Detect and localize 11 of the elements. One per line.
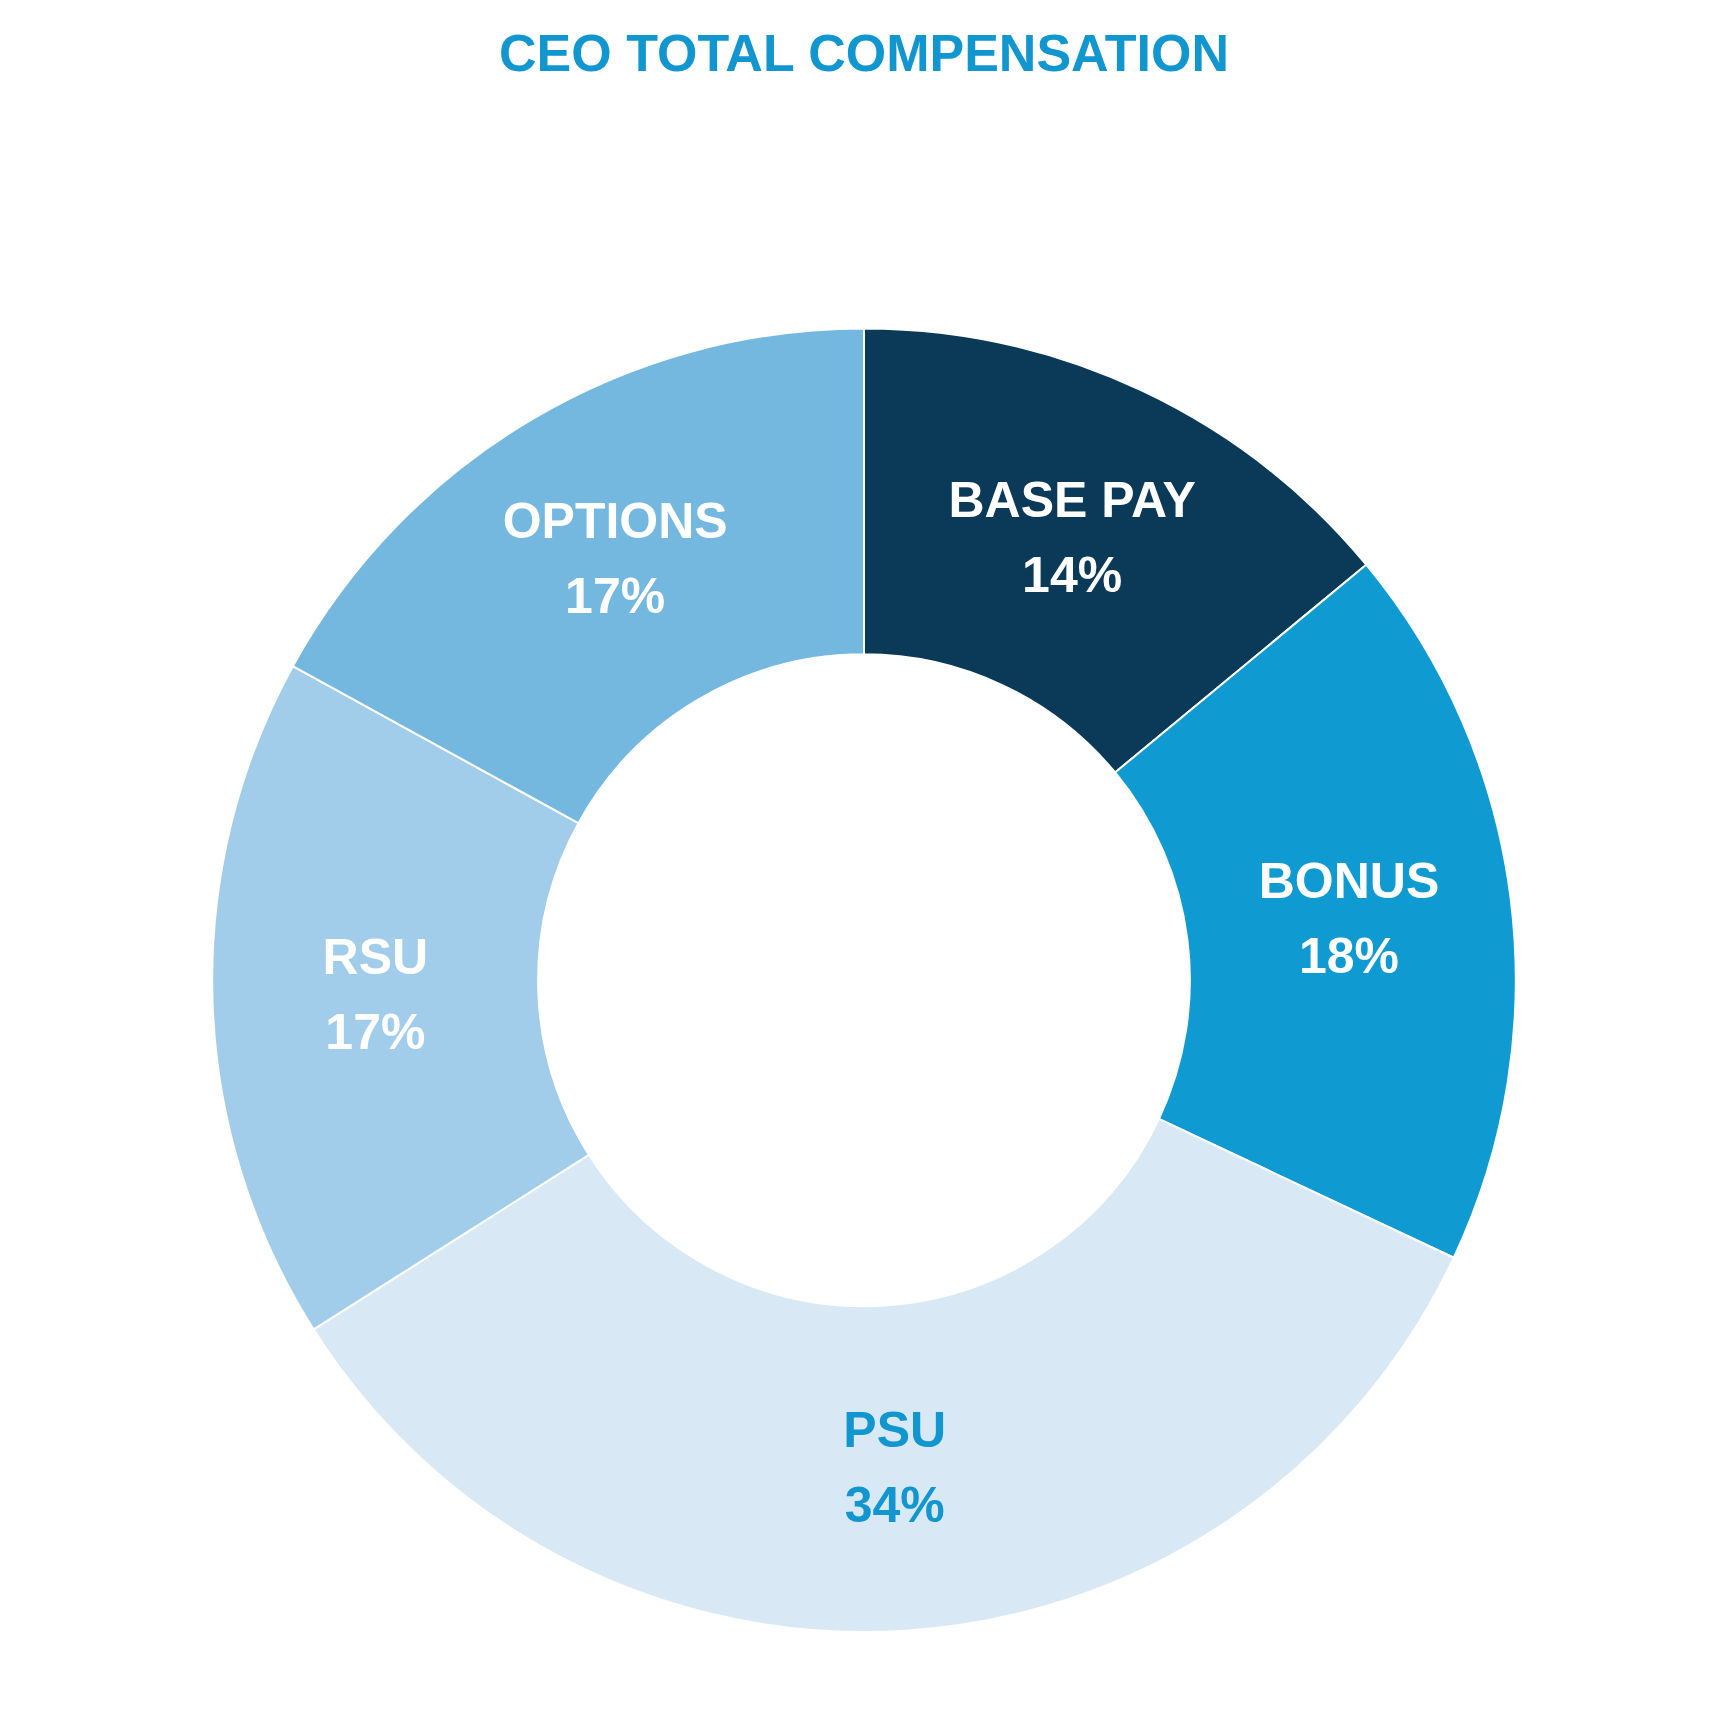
data-label: 18% xyxy=(1298,927,1400,984)
slice-label: PSU xyxy=(843,1401,947,1458)
slice-label: BONUS xyxy=(1258,852,1440,909)
data-label: 17% xyxy=(565,568,666,625)
data-label: 34% xyxy=(844,1476,945,1533)
slice-label: OPTIONS xyxy=(502,493,728,550)
data-label: 17% xyxy=(325,1004,426,1061)
chart-title: CEO TOTAL COMPENSATION xyxy=(499,23,1229,82)
slice-label: RSU xyxy=(322,929,429,986)
slice-label: BASE PAY xyxy=(948,471,1196,528)
data-label: 14% xyxy=(1022,546,1123,603)
